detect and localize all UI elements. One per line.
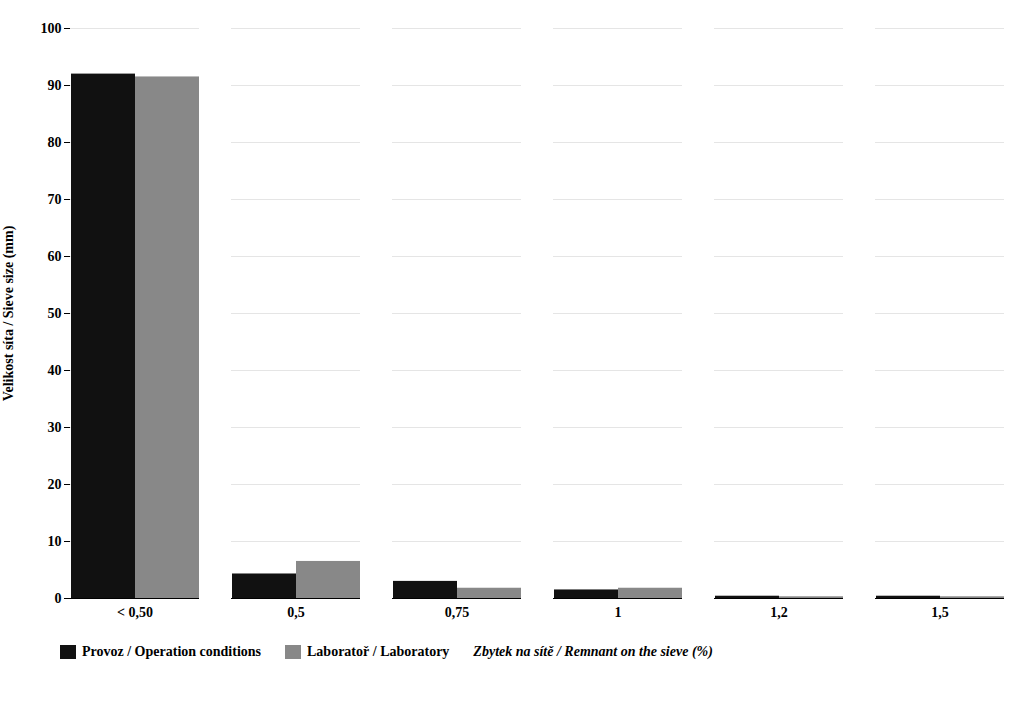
- svg-text:10: 10: [48, 534, 62, 549]
- svg-text:100: 100: [41, 21, 62, 36]
- svg-text:Velikost síta / Sieve size (mm: Velikost síta / Sieve size (mm): [1, 225, 17, 401]
- svg-text:0: 0: [55, 591, 62, 606]
- svg-text:40: 40: [48, 363, 62, 378]
- svg-text:1: 1: [615, 605, 622, 620]
- html-text:Zbytek na sítě / Remnant on th: Zbytek na sítě / Remnant on the sieve (%…: [473, 644, 713, 659]
- svg-text:90: 90: [48, 78, 62, 93]
- svg-text:30: 30: [48, 420, 62, 435]
- svg-text:< 0,50: < 0,50: [117, 605, 153, 620]
- html-text:Laboratoř / Laboratory: Laboratoř / Laboratory: [307, 644, 450, 659]
- svg-text:60: 60: [48, 249, 62, 264]
- svg-text:1,2: 1,2: [770, 605, 788, 620]
- svg-text:0,75: 0,75: [445, 605, 470, 620]
- svg-text:50: 50: [48, 306, 62, 321]
- svg-text:20: 20: [48, 477, 62, 492]
- svg-text:0,5: 0,5: [287, 605, 305, 620]
- svg-text:70: 70: [48, 192, 62, 207]
- html-text:Provoz / Operation conditions: Provoz / Operation conditions: [82, 644, 261, 659]
- svg-text:80: 80: [48, 135, 62, 150]
- svg-text:1,5: 1,5: [931, 605, 949, 620]
